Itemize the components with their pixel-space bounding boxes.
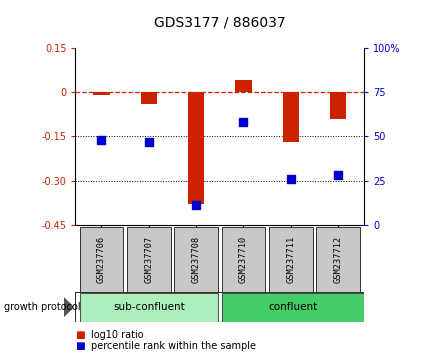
Bar	[282, 92, 298, 142]
Text: log10 ratio: log10 ratio	[90, 330, 143, 339]
Text: GSM237712: GSM237712	[333, 236, 342, 283]
Bar	[329, 92, 346, 119]
FancyBboxPatch shape	[174, 227, 218, 292]
Point	[287, 176, 294, 182]
Text: ■: ■	[75, 330, 85, 339]
FancyBboxPatch shape	[80, 227, 123, 292]
Text: sub-confluent: sub-confluent	[113, 302, 184, 312]
Polygon shape	[64, 298, 73, 316]
Text: ■: ■	[75, 341, 85, 351]
Text: GSM237707: GSM237707	[144, 236, 153, 283]
Bar	[187, 92, 204, 204]
Point	[334, 172, 341, 178]
Text: GDS3177 / 886037: GDS3177 / 886037	[154, 16, 285, 30]
Bar	[93, 92, 110, 95]
Text: GSM237708: GSM237708	[191, 236, 200, 283]
FancyBboxPatch shape	[75, 292, 363, 322]
FancyBboxPatch shape	[221, 293, 363, 321]
Text: percentile rank within the sample: percentile rank within the sample	[90, 341, 255, 351]
FancyBboxPatch shape	[316, 227, 359, 292]
Point	[240, 119, 246, 125]
FancyBboxPatch shape	[127, 227, 170, 292]
Point	[98, 137, 104, 143]
FancyBboxPatch shape	[221, 227, 264, 292]
FancyBboxPatch shape	[80, 293, 218, 321]
Point	[192, 202, 199, 208]
Point	[145, 139, 152, 144]
Text: confluent: confluent	[268, 302, 317, 312]
Text: GSM237711: GSM237711	[286, 236, 295, 283]
Bar	[140, 92, 157, 104]
Bar	[235, 80, 251, 92]
Text: GSM237710: GSM237710	[238, 236, 247, 283]
FancyBboxPatch shape	[268, 227, 312, 292]
Text: GSM237706: GSM237706	[97, 236, 106, 283]
Text: growth protocol: growth protocol	[4, 302, 81, 312]
